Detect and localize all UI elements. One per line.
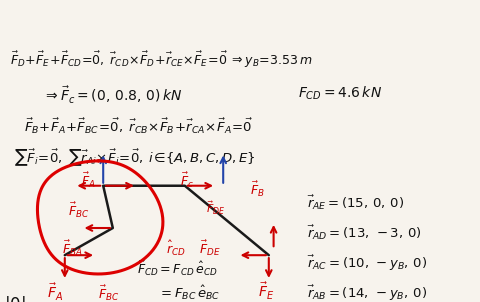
Text: $|0|.$: $|0|.$ — [4, 294, 31, 302]
Text: $\vec{r}_{AB} = (14,\,-y_B,\,0)$: $\vec{r}_{AB} = (14,\,-y_B,\,0)$ — [307, 284, 427, 302]
Text: $\sum \vec{F}_i\!=\!\vec{0},\; \sum \vec{r}_{Ai}\!\times\!\vec{F}_i\!=\!\vec{0},: $\sum \vec{F}_i\!=\!\vec{0},\; \sum \vec… — [14, 148, 256, 169]
Text: $\vec{r}_{AC} = (10,\,-y_B,\,0)$: $\vec{r}_{AC} = (10,\,-y_B,\,0)$ — [307, 254, 427, 273]
Text: $\vec{F}_D\!+\!\vec{F}_E\!+\!\vec{F}_{CD}\!=\!\vec{0},\; \vec{r}_{CD}\!\times\!\: $\vec{F}_D\!+\!\vec{F}_E\!+\!\vec{F}_{CD… — [10, 50, 312, 70]
Text: $\vec{F}_A$: $\vec{F}_A$ — [47, 282, 63, 302]
Text: $\vec{F}_A$: $\vec{F}_A$ — [81, 171, 96, 190]
Text: $\vec{F}_{BA}$: $\vec{F}_{BA}$ — [62, 239, 83, 258]
Text: $\vec{F}_B\!+\!\vec{F}_A\!+\!\vec{F}_{BC}\!=\!\vec{0},\; \vec{r}_{CB}\!\times\!\: $\vec{F}_B\!+\!\vec{F}_A\!+\!\vec{F}_{BC… — [24, 116, 253, 136]
Text: $\vec{r}_{AE} = (15,\,0,\,0)$: $\vec{r}_{AE} = (15,\,0,\,0)$ — [307, 193, 404, 212]
Text: $\vec{F}_{BC}$: $\vec{F}_{BC}$ — [98, 284, 120, 302]
Text: $\vec{F}_{CD} = F_{CD}\,\hat{e}_{CD}$: $\vec{F}_{CD} = F_{CD}\,\hat{e}_{CD}$ — [137, 258, 217, 278]
Text: $\vec{F}_c$: $\vec{F}_c$ — [180, 171, 194, 190]
Text: $\vec{F}_B$: $\vec{F}_B$ — [250, 180, 264, 199]
Text: $\hat{r}_{CD}$: $\hat{r}_{CD}$ — [166, 239, 185, 258]
Text: $\Rightarrow \vec{F}_c = (0,\,0.8,\,0)\,kN$: $\Rightarrow \vec{F}_c = (0,\,0.8,\,0)\,… — [43, 85, 182, 106]
Text: $\vec{F}_{DE}$: $\vec{F}_{DE}$ — [199, 239, 221, 258]
Text: $\vec{F}_{DE}$: $\vec{F}_{DE}$ — [206, 199, 226, 217]
Text: $\vec{F}_E$: $\vec{F}_E$ — [258, 281, 275, 302]
Text: $= F_{BC}\,\hat{e}_{BC}$: $= F_{BC}\,\hat{e}_{BC}$ — [158, 284, 221, 302]
Text: $\vec{F}_{BC}$: $\vec{F}_{BC}$ — [68, 201, 90, 220]
Text: $\vec{r}_{AD} = (13,\,-3,\,0)$: $\vec{r}_{AD} = (13,\,-3,\,0)$ — [307, 223, 422, 242]
Text: $F_{CD} = 4.6\,kN$: $F_{CD} = 4.6\,kN$ — [298, 85, 382, 102]
